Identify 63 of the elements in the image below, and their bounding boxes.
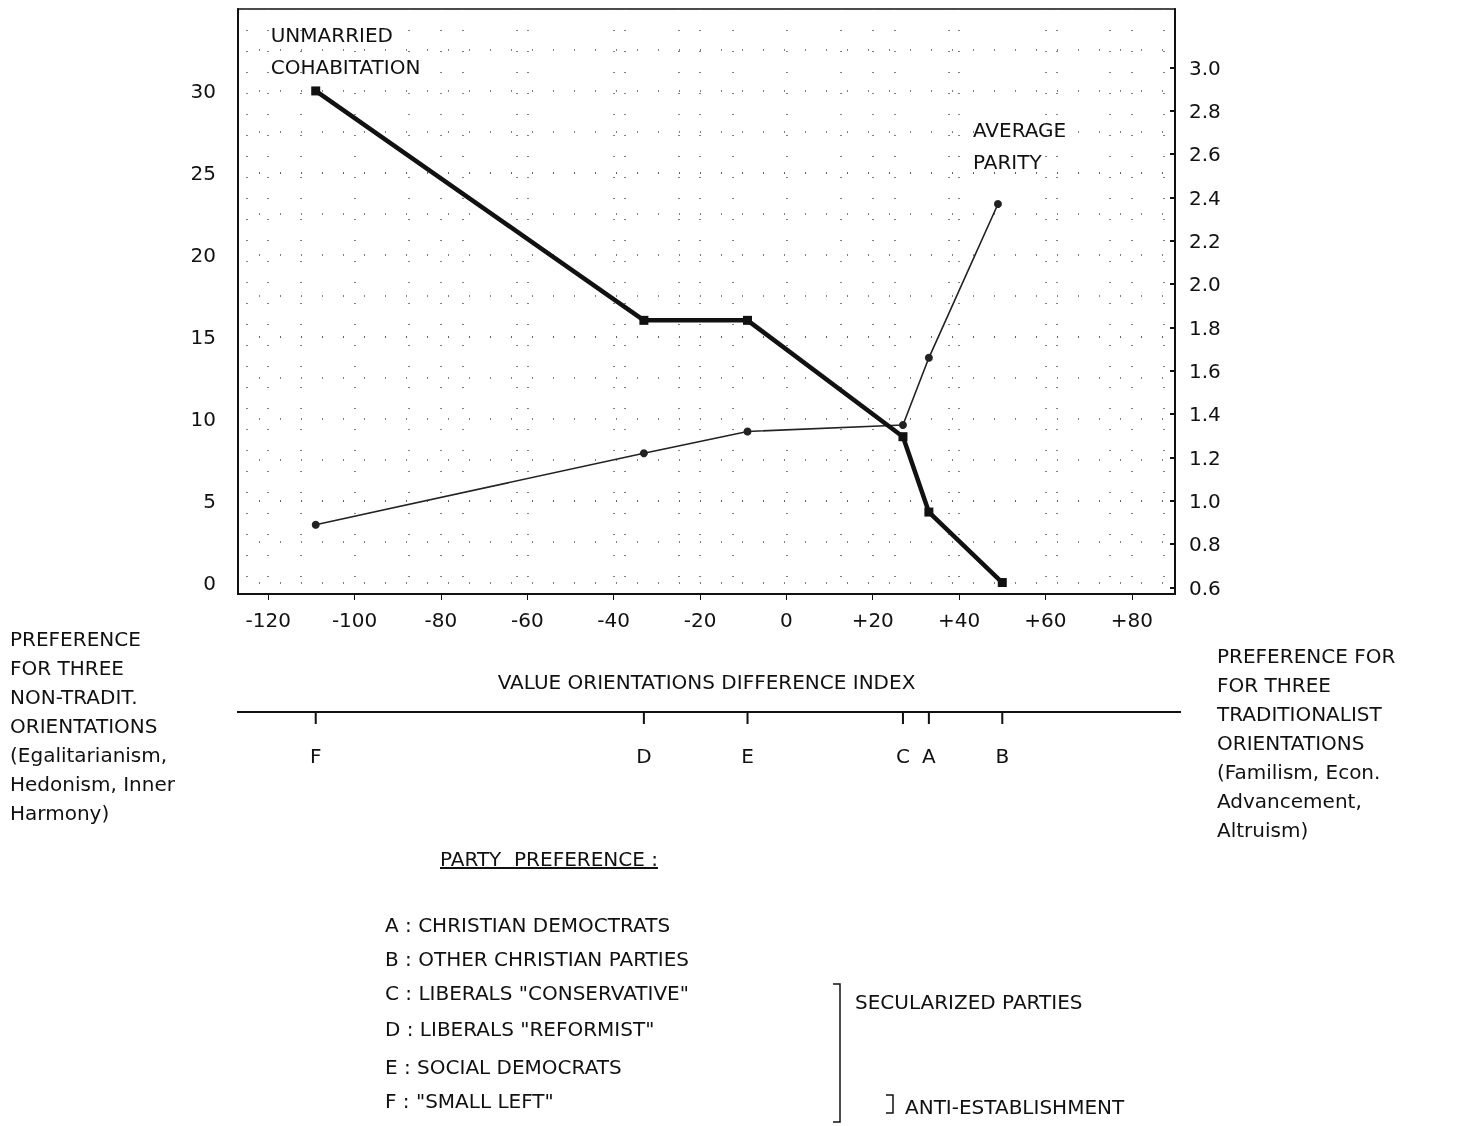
x-tick-label: -40 [597,608,630,632]
text: A : CHRISTIAN DEMOCTRATS [385,912,671,939]
text: ANTI-ESTABLISHMENT [905,1094,1125,1121]
point [311,86,321,96]
point [743,427,752,436]
y2-tick-label: 2.0 [1189,272,1221,297]
y-tick-label: 30 [190,78,216,103]
point [898,421,907,429]
y-tick-label: 15 [190,324,216,349]
text: D : LIBERALS "REFORMIST" [385,1016,655,1043]
y-tick-label: 5 [203,488,216,513]
annotation: F [309,743,322,770]
annotation: A [922,743,936,770]
y2-tick-label: 3.0 [1189,55,1221,80]
y-tick-label: 0 [203,570,216,595]
x-tick-label: -20 [683,608,717,632]
y2-tick-label: 2.2 [1189,228,1221,253]
y2-tick-label: 1.0 [1189,488,1221,513]
text: PREFERENCE FOR FOR THREE TRADITIONALIST ORIENTATIONS (Familism, Econ. Advancement, Altruism) [1217,643,1396,844]
annotation: D [636,743,652,770]
x-tick-label: -80 [424,608,458,632]
text: F : "SMALL LEFT" [385,1088,554,1115]
x-tick-label: -60 [510,608,544,632]
text: SECULARIZED PARTIES [855,989,1083,1016]
x-tick-label: -120 [245,608,291,632]
annotation: B [995,743,1010,770]
text: PARTY PREFERENCE : [440,846,658,873]
x-tick-label: 0 [780,608,793,632]
y2-tick-label: 1.8 [1189,315,1221,340]
point [311,520,320,529]
y2-tick-label: 0.6 [1189,575,1221,600]
point [743,315,753,325]
annotation: C [895,743,910,770]
text: UNMARRIED COHABITATION [270,22,421,79]
y-tick-label: 25 [190,160,216,185]
annotation: E [741,743,754,770]
x-axis-title: VALUE ORIENTATIONS DIFFERENCE INDEX [497,670,916,694]
y2-tick-label: 1.6 [1189,358,1221,383]
y2-tick-label: 0.8 [1189,532,1221,557]
y-tick-label: 20 [190,242,216,267]
y-tick-label: 10 [190,406,216,431]
series-label: AVERAGE PARITY [972,118,1073,174]
x-tick-label: +80 [1110,608,1153,632]
y2-tick-label: 2.6 [1189,142,1221,167]
text: PREFERENCE FOR THREE NON-TRADIT. ORIENTATIONS (Egalitarianism, Hedonism, Inner Harmony) [10,626,175,827]
x-tick-label: +60 [1024,608,1067,632]
x-tick-label: +40 [937,608,981,632]
y2-tick-label: 1.2 [1189,445,1221,470]
point [639,449,648,458]
text: E : SOCIAL DEMOCRATS [385,1054,622,1081]
y2-tick-label: 1.4 [1189,402,1221,427]
point [997,578,1007,588]
y2-tick-label: 2.4 [1189,185,1221,210]
x-tick-label: -100 [331,608,378,632]
x-tick-label: +20 [851,608,894,632]
point [898,432,908,442]
text: B : OTHER CHRISTIAN PARTIES [385,946,690,973]
point [924,507,934,517]
y2-tick-label: 2.8 [1189,98,1221,123]
point [924,353,933,362]
text: C : LIBERALS "CONSERVATIVE" [385,980,689,1007]
point [993,200,1002,208]
point [639,315,649,325]
